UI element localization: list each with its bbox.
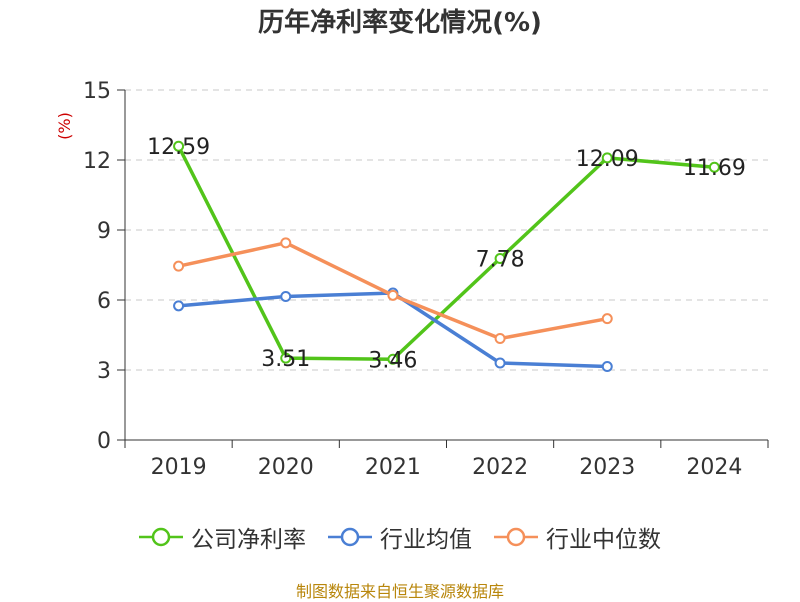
y-tick-label: 6 — [97, 289, 111, 314]
y-tick-label: 15 — [83, 79, 111, 104]
data-point — [387, 353, 399, 365]
data-point — [173, 140, 185, 152]
data-label: 12.59 — [147, 135, 210, 160]
data-point — [708, 161, 720, 173]
data-point — [387, 289, 399, 301]
legend-item[interactable]: 行业均值 — [328, 520, 472, 554]
data-point — [494, 333, 506, 344]
y-axis-label: (%) — [55, 112, 74, 140]
x-tick-label: 2023 — [579, 455, 635, 480]
data-point — [173, 260, 185, 272]
x-tick-label: 2022 — [472, 455, 528, 480]
legend-swatch-icon — [328, 527, 372, 547]
x-tick-label: 2020 — [258, 455, 314, 480]
legend-label: 行业中位数 — [546, 527, 661, 553]
y-tick-label: 12 — [83, 149, 111, 174]
x-tick-label: 2019 — [151, 455, 207, 480]
data-label: 12.09 — [576, 147, 639, 172]
series-line — [177, 145, 715, 362]
data-point — [280, 237, 292, 249]
source-note: 制图数据来自恒生聚源数据库 — [295, 582, 504, 601]
data-point — [280, 291, 292, 302]
data-point — [280, 352, 292, 364]
legend-swatch-icon — [139, 527, 183, 547]
x-tick-label: 2021 — [365, 455, 421, 480]
data-point — [494, 252, 506, 264]
y-tick-label: 9 — [97, 219, 111, 244]
data-label: 11.69 — [683, 156, 746, 181]
chart-title: 历年净利率变化情况(%) — [258, 8, 542, 38]
data-label: 7.78 — [476, 247, 525, 272]
data-label: 3.46 — [368, 348, 417, 373]
legend-item[interactable]: 行业中位数 — [494, 520, 661, 554]
legend-item[interactable]: 公司净利率 — [139, 520, 306, 554]
data-label: 3.51 — [261, 347, 310, 372]
data-point — [494, 357, 506, 369]
data-point — [601, 361, 613, 372]
legend-label: 公司净利率 — [191, 527, 306, 553]
legend: 公司净利率 行业均值 行业中位数 — [0, 520, 800, 554]
legend-swatch-icon — [494, 527, 538, 547]
legend-label: 行业均值 — [380, 527, 472, 553]
y-tick-label: 0 — [97, 429, 111, 454]
data-point — [601, 313, 613, 325]
data-point — [173, 300, 185, 312]
y-tick-label: 3 — [97, 359, 111, 384]
data-point — [601, 152, 613, 164]
x-tick-label: 2024 — [686, 455, 742, 480]
